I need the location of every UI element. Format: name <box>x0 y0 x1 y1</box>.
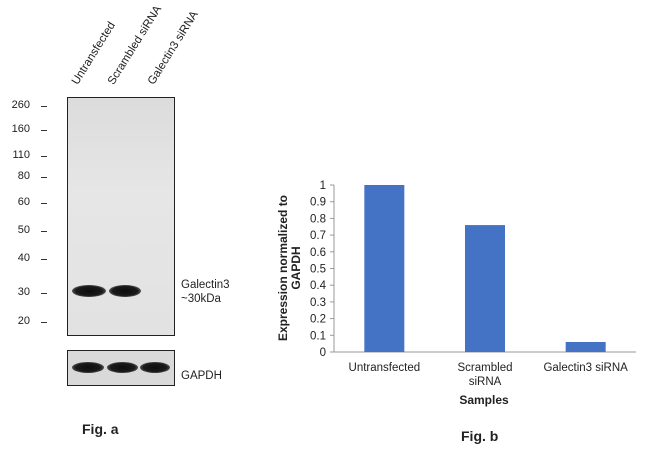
gapdh-band-galectin3-sirna <box>140 362 170 373</box>
mw-tick-30 <box>41 293 47 294</box>
y-tick-label-10: 1 <box>320 180 326 192</box>
y-tick-label-1: 0.1 <box>310 330 326 342</box>
mw-tick-260 <box>41 106 47 107</box>
band-untransfected <box>72 285 106 297</box>
x-axis-label: Samples <box>459 393 509 407</box>
fig-b-caption: Fig. b <box>461 428 499 444</box>
chart-bars <box>364 185 606 352</box>
gapdh-band-untransfected <box>72 362 104 373</box>
mw-marker-260: 260 <box>11 99 30 111</box>
mw-tick-80 <box>41 177 47 178</box>
bar-1 <box>465 225 505 352</box>
y-tick-label-9: 0.9 <box>310 197 326 209</box>
bar-2 <box>565 341 606 352</box>
y-tick-label-2: 0.2 <box>310 314 326 326</box>
x-ticks: Untransfected Scrambled siRNA Galectin3 siR… <box>349 362 629 388</box>
y-tick-label-0: 0 <box>320 347 326 359</box>
mw-tick-160 <box>41 130 47 131</box>
mw-marker-80: 80 <box>17 170 30 182</box>
y-ticks: 0 0.1 0.2 0.3 0.4 0.5 0.6 0.7 0.8 0.9 1 <box>310 180 334 359</box>
bar-0 <box>364 185 405 352</box>
mw-tick-110 <box>41 156 47 157</box>
x-tick-label-1-1: siRNA <box>469 376 502 388</box>
y-tick-label-8: 0.8 <box>310 213 326 225</box>
y-axis-label-line2: GAPDH <box>289 246 303 289</box>
blot-membrane-gapdh <box>67 350 175 386</box>
mw-tick-40 <box>41 259 47 260</box>
mw-marker-110: 110 <box>12 149 30 161</box>
mw-tick-60 <box>41 203 47 204</box>
y-tick-label-6: 0.6 <box>310 247 326 259</box>
mw-marker-60: 60 <box>17 196 30 208</box>
y-axis-label: Expression normalized to GAPDH <box>276 195 303 341</box>
mw-marker-20: 20 <box>17 315 30 327</box>
x-tick-label-0-0: Untransfected <box>349 362 421 374</box>
fig-a-caption: Fig. a <box>82 421 119 437</box>
mw-tick-50 <box>41 231 47 232</box>
mw-marker-50: 50 <box>17 224 30 236</box>
y-tick-label-7: 0.7 <box>310 230 326 242</box>
mw-marker-30: 30 <box>17 286 30 298</box>
y-tick-label-4: 0.4 <box>310 280 327 292</box>
galectin3-band-label: Galectin3 ~30kDa <box>181 279 230 305</box>
y-tick-label-5: 0.5 <box>310 264 326 276</box>
mw-marker-40: 40 <box>17 252 30 264</box>
band-scrambled-sirna <box>109 285 141 297</box>
y-axis-label-line1: Expression normalized to <box>276 195 290 341</box>
x-tick-label-2-0: Galectin3 siRNA <box>543 362 628 374</box>
gapdh-band-scrambled-sirna <box>107 362 138 373</box>
blot-membrane-galectin3 <box>67 97 175 336</box>
mw-tick-20 <box>41 322 47 323</box>
y-tick-label-3: 0.3 <box>310 297 326 309</box>
mw-marker-160: 160 <box>11 123 30 135</box>
x-tick-label-1-0: Scrambled <box>458 362 513 374</box>
gapdh-label: GAPDH <box>181 370 222 382</box>
